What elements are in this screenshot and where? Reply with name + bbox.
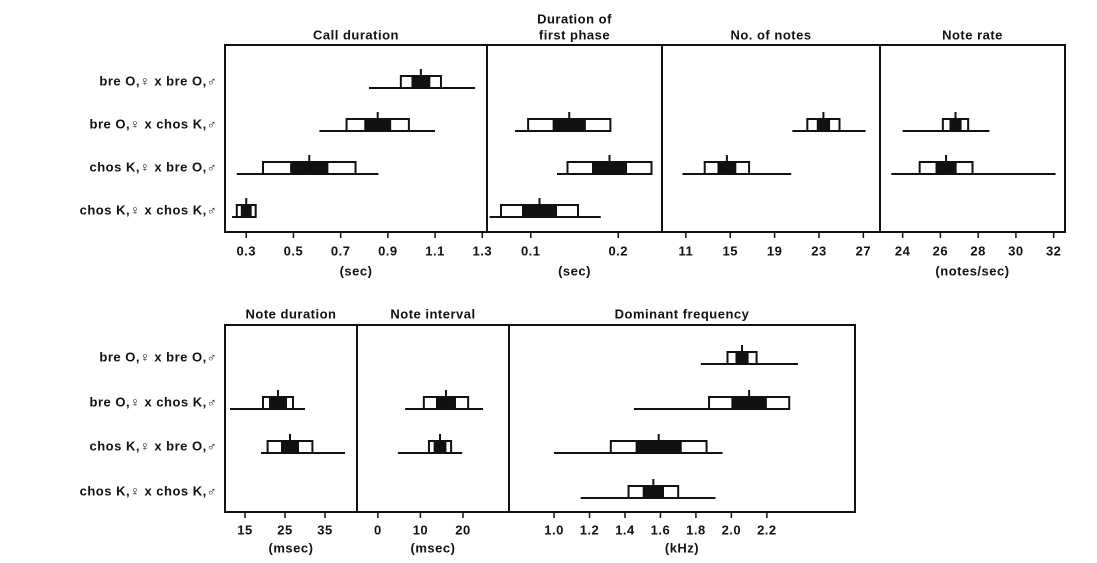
panel-title: Note interval bbox=[390, 306, 475, 321]
x-tick-label: 28 bbox=[970, 243, 985, 258]
x-tick-label: 26 bbox=[933, 243, 948, 258]
x-tick-label: 0.7 bbox=[331, 243, 351, 258]
panel-title: Dominant frequency bbox=[615, 306, 750, 321]
row-label: chos K,♀ x bre O,♂ bbox=[90, 438, 217, 453]
row-label: chos K,♀ x chos K,♂ bbox=[80, 202, 217, 217]
x-tick-label: 30 bbox=[1008, 243, 1023, 258]
x-tick-label: 1.2 bbox=[580, 522, 600, 537]
x-tick-label: 2.0 bbox=[722, 522, 742, 537]
panel-frame bbox=[356, 324, 510, 513]
row-label: bre O,♀ x bre O,♂ bbox=[99, 73, 217, 88]
x-tick-label: 35 bbox=[317, 522, 332, 537]
panel-title: Duration of bbox=[537, 11, 612, 26]
x-tick-label: 0 bbox=[374, 522, 382, 537]
x-tick-label: 0.3 bbox=[236, 243, 256, 258]
row-label: chos K,♀ x bre O,♂ bbox=[90, 159, 217, 174]
x-tick-label: 1.6 bbox=[651, 522, 671, 537]
x-axis-label: (msec) bbox=[411, 540, 456, 555]
row-label: bre O,♀ x bre O,♂ bbox=[99, 349, 217, 364]
x-tick-label: 23 bbox=[811, 243, 826, 258]
panel-frame bbox=[661, 44, 881, 233]
x-tick-label: 0.2 bbox=[608, 243, 628, 258]
x-tick-label: 0.9 bbox=[378, 243, 398, 258]
panel-title: Note rate bbox=[942, 27, 1003, 42]
panel-title: Call duration bbox=[313, 27, 399, 42]
x-tick-label: 1.1 bbox=[425, 243, 445, 258]
panel-title: Note duration bbox=[246, 306, 337, 321]
panel-title: first phase bbox=[539, 27, 610, 42]
row-label: chos K,♀ x chos K,♂ bbox=[80, 483, 217, 498]
x-axis-label: (msec) bbox=[269, 540, 314, 555]
x-tick-label: 1.4 bbox=[615, 522, 635, 537]
x-tick-label: 32 bbox=[1046, 243, 1061, 258]
x-tick-label: 11 bbox=[678, 243, 693, 258]
x-axis-label: (notes/sec) bbox=[935, 263, 1009, 278]
x-axis-label: (sec) bbox=[558, 263, 591, 278]
x-tick-label: 19 bbox=[767, 243, 782, 258]
x-tick-label: 1.0 bbox=[544, 522, 564, 537]
x-axis-label: (kHz) bbox=[665, 540, 699, 555]
panel-frame bbox=[879, 44, 1066, 233]
x-tick-label: 1.3 bbox=[472, 243, 492, 258]
panel-frame bbox=[486, 44, 663, 233]
x-axis-label: (sec) bbox=[340, 263, 373, 278]
x-tick-label: 2.2 bbox=[757, 522, 777, 537]
x-tick-label: 27 bbox=[856, 243, 871, 258]
row-label: bre O,♀ x chos K,♂ bbox=[90, 394, 217, 409]
x-tick-label: 25 bbox=[277, 522, 292, 537]
x-tick-label: 1.8 bbox=[686, 522, 706, 537]
x-tick-label: 15 bbox=[237, 522, 252, 537]
panel-title: No. of notes bbox=[730, 27, 811, 42]
row-label: bre O,♀ x chos K,♂ bbox=[90, 116, 217, 131]
panel-frame bbox=[224, 44, 488, 233]
x-tick-label: 15 bbox=[722, 243, 737, 258]
x-tick-label: 0.1 bbox=[521, 243, 541, 258]
x-tick-label: 0.5 bbox=[284, 243, 304, 258]
panel-frame bbox=[508, 324, 856, 513]
x-tick-label: 20 bbox=[455, 522, 470, 537]
panel-frame bbox=[224, 324, 358, 513]
x-tick-label: 10 bbox=[413, 522, 428, 537]
x-tick-label: 24 bbox=[895, 243, 911, 258]
